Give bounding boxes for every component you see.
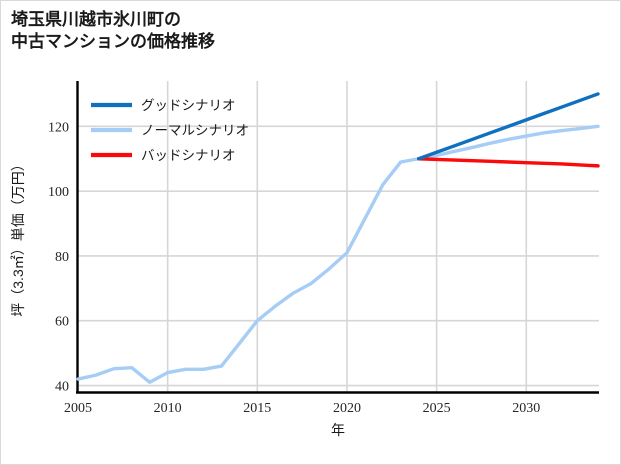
y-tick-label: 100	[48, 185, 69, 200]
grid-lines	[78, 81, 599, 392]
series-lines	[76, 92, 600, 384]
series-line-ノーマルシナリオ	[76, 124, 600, 384]
y-tick-label: 40	[55, 380, 69, 395]
x-tick-label: 2030	[512, 401, 540, 416]
x-tick-label: 2005	[64, 401, 92, 416]
x-tick-labels: 2005 2010 2015 2020 2025 2030	[64, 401, 540, 416]
x-tick-label: 2020	[333, 401, 361, 416]
x-tick-label: 2025	[423, 401, 451, 416]
legend-label-2: バッドシナリオ	[141, 148, 236, 163]
y-axis-title: 坪（3.3㎡）単価（万円）	[10, 157, 26, 316]
y-tick-labels: 40 60 80 100 120	[48, 120, 69, 394]
y-tick-label: 80	[55, 250, 69, 265]
page-title: 埼玉県川越市氷川町の 中古マンションの価格推移	[11, 9, 215, 54]
page-title-line-1: 埼玉県川越市氷川町の	[11, 10, 181, 29]
y-tick-label: 60	[55, 315, 69, 330]
series-line-バッドシナリオ	[416, 157, 600, 168]
page-title-line-2: 中古マンションの価格推移	[11, 32, 215, 52]
legend-label-1: ノーマルシナリオ	[141, 123, 249, 138]
series-line-グッドシナリオ	[416, 92, 600, 161]
x-axis-title: 年	[331, 422, 345, 438]
x-tick-label: 2010	[154, 401, 182, 416]
x-tick-label: 2015	[243, 401, 271, 416]
y-tick-label: 120	[48, 120, 69, 135]
legend-label-0: グッドシナリオ	[141, 98, 236, 113]
axis-lines	[76, 81, 599, 394]
